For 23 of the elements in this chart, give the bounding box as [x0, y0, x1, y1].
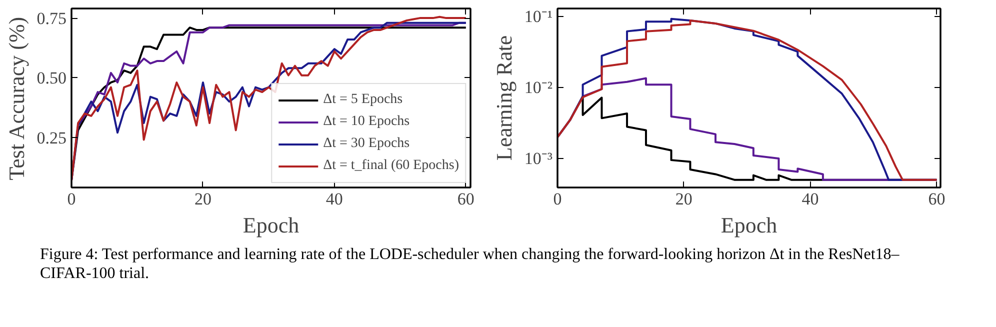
legend-label: Δt = 5 Epochs — [323, 92, 403, 108]
x-tick-label: 20 — [194, 190, 212, 208]
y-tick-label: 0.25 — [36, 128, 66, 148]
y-tick-label: 10⁻³ — [524, 148, 553, 168]
x-tick-label: 60 — [928, 190, 946, 208]
x-tick-label: 20 — [675, 190, 692, 208]
y-axis-title: Test Accuracy (%) — [4, 16, 29, 180]
x-tick-label: 40 — [802, 190, 819, 208]
legend-label: Δt = 30 Epochs — [323, 136, 410, 152]
legend-label: Δt = 10 Epochs — [323, 114, 410, 130]
y-tick-label: 10⁻² — [524, 78, 553, 98]
x-tick-label: 0 — [553, 190, 562, 208]
x-tick-label: 0 — [67, 190, 76, 208]
x-tick-label: 40 — [326, 190, 343, 208]
y-tick-label: 0.50 — [36, 68, 66, 88]
caption: Figure 4: Test performance and learning rate of the LODE-scheduler when changing the forward-looking horizon Δt in the ResNet18–CIFAR-100 trial. — [40, 245, 900, 284]
y-axis-title: Learning Rate — [491, 35, 516, 161]
x-axis-title: Epoch — [720, 212, 778, 238]
x-tick-label: 60 — [457, 190, 474, 208]
y-tick-label: 10⁻¹ — [524, 7, 553, 26]
y-tick-label: 0.75 — [36, 9, 66, 28]
x-axis-title: Epoch — [242, 212, 300, 238]
legend-label: Δt = t_final (60 Epochs) — [323, 158, 459, 174]
